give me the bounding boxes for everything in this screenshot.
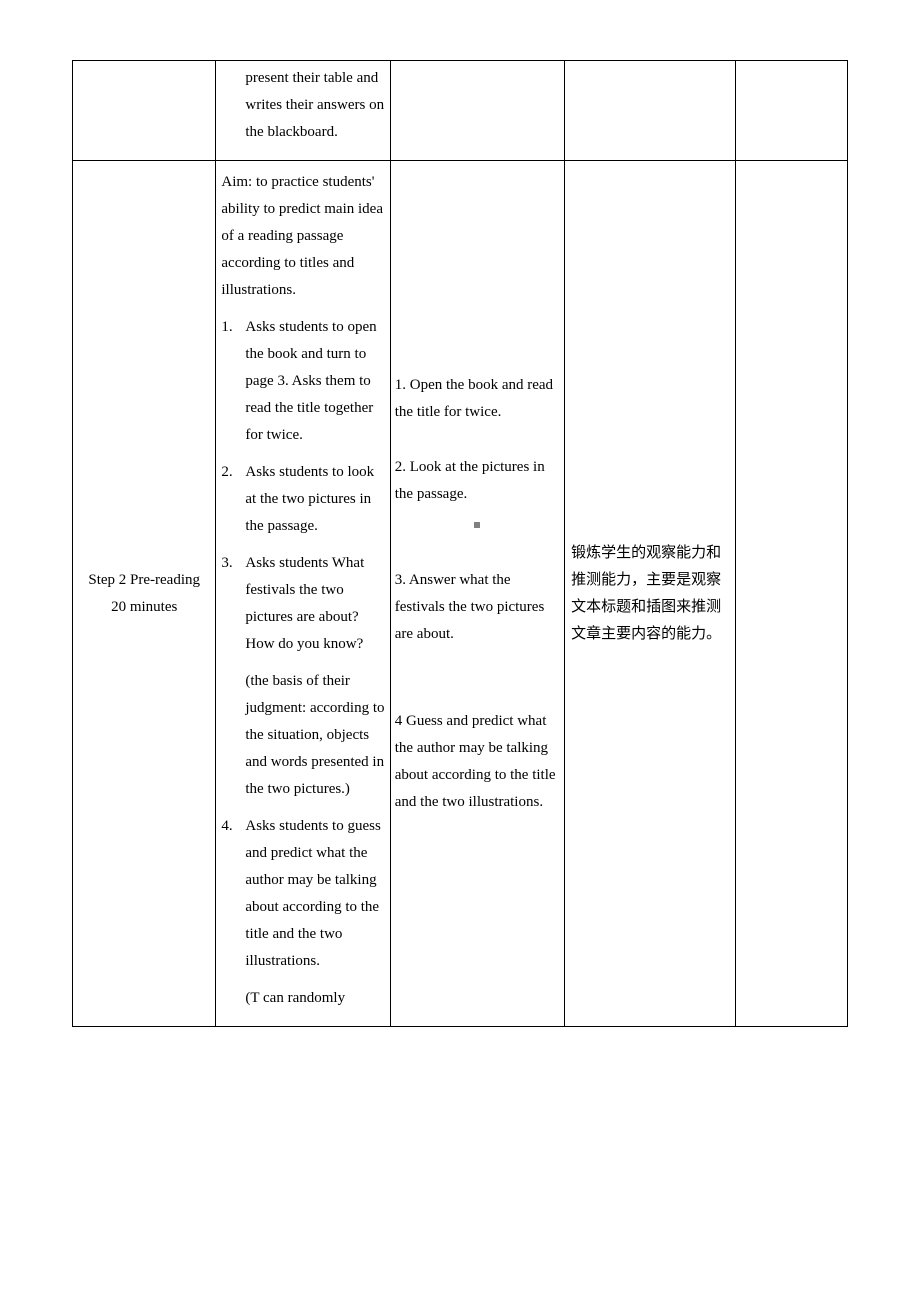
teacher-continuation-text: present their table and writes their ans… <box>218 65 387 146</box>
teacher-activity-list-2: 4. Asks students to guess and predict wh… <box>218 813 387 975</box>
list-item: 1. Asks students to open the book and tu… <box>221 314 385 449</box>
table-row: present their table and writes their ans… <box>73 61 848 161</box>
item-number: 2. <box>221 459 245 540</box>
cell-step-r1 <box>73 61 216 161</box>
student-activities: 1. Open the book and read the title for … <box>393 370 562 818</box>
purpose-text: 锻炼学生的观察能力和推测能力，主要是观察文本标题和插图来推测文章主要内容的能力。 <box>567 538 733 650</box>
item-number: 1. <box>221 314 245 449</box>
cell-blank-r2 <box>735 161 847 1027</box>
square-marker-icon <box>474 522 480 528</box>
cell-teacher-r2: Aim: to practice students' ability to pr… <box>216 161 390 1027</box>
item-number: 4. <box>221 813 245 975</box>
teacher-aim: Aim: to practice students' ability to pr… <box>218 165 387 308</box>
step-duration: 20 minutes <box>75 594 213 621</box>
cell-teacher-r1: present their table and writes their ans… <box>216 61 390 161</box>
item-number: 3. <box>221 550 245 658</box>
student-item: 2. Look at the pictures in the passage. <box>395 454 560 539</box>
cell-step-r2: Step 2 Pre-reading 20 minutes <box>73 161 216 1027</box>
cell-blank-r1 <box>735 61 847 161</box>
cell-student-r2: 1. Open the book and read the title for … <box>390 161 564 1027</box>
teacher-activity-list: 1. Asks students to open the book and tu… <box>218 314 387 658</box>
list-item: 4. Asks students to guess and predict wh… <box>221 813 385 975</box>
item-text: Asks students to open the book and turn … <box>245 314 385 449</box>
step-title: Step 2 Pre-reading <box>75 567 213 594</box>
student-item: 1. Open the book and read the title for … <box>395 372 560 426</box>
cell-purpose-r2: 锻炼学生的观察能力和推测能力，主要是观察文本标题和插图来推测文章主要内容的能力。 <box>565 161 736 1027</box>
table-row: Step 2 Pre-reading 20 minutes Aim: to pr… <box>73 161 848 1027</box>
item-text: Asks students to guess and predict what … <box>245 813 385 975</box>
cell-student-r1 <box>390 61 564 161</box>
student-item: 3. Answer what the festivals the two pic… <box>395 567 560 648</box>
item-paren: (the basis of their judgment: according … <box>218 668 387 803</box>
student-item: 4 Guess and predict what the author may … <box>395 708 560 816</box>
item-text: Asks students What festivals the two pic… <box>245 550 385 658</box>
lesson-plan-table: present their table and writes their ans… <box>72 60 848 1027</box>
cell-purpose-r1 <box>565 61 736 161</box>
item-paren: (T can randomly <box>218 985 387 1012</box>
list-item: 3. Asks students What festivals the two … <box>221 550 385 658</box>
list-item: 2. Asks students to look at the two pict… <box>221 459 385 540</box>
item-text: Asks students to look at the two picture… <box>245 459 385 540</box>
